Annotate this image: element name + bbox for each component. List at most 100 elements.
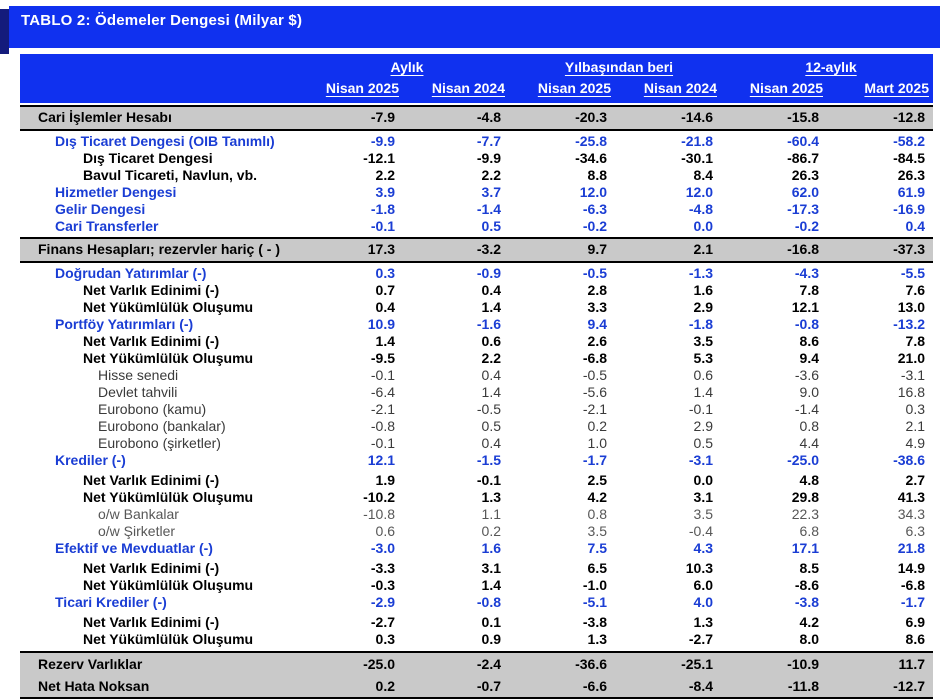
cell-value: 0.2 <box>375 678 395 694</box>
cell-value: 0.5 <box>481 418 501 434</box>
cell-value: 0.3 <box>375 631 395 647</box>
cell-value: 0.4 <box>481 367 501 383</box>
cell-value: 2.1 <box>693 241 713 257</box>
cell-value: 26.3 <box>791 167 819 183</box>
table-row: Finans Hesapları; rezervler hariç ( - ) 1… <box>20 237 933 263</box>
cell-value: 0.0 <box>693 218 713 234</box>
row-label: Eurobono (şirketler) <box>98 435 221 451</box>
cell-value: -3.1 <box>688 452 713 468</box>
cell-value: -2.9 <box>370 594 395 610</box>
cell-value: 1.9 <box>375 472 395 488</box>
cell-value: -10.9 <box>787 656 819 672</box>
cell-value: -1.7 <box>582 452 607 468</box>
cell-value: -0.1 <box>370 435 395 451</box>
cell-value: 9.4 <box>587 316 607 332</box>
cell-value: 1.3 <box>693 614 713 630</box>
cell-value: -25.8 <box>575 133 607 149</box>
cell-value: 8.0 <box>799 631 819 647</box>
table-row: Bavul Ticareti, Navlun, vb. 2.2 2.2 8.8 8.4 2… <box>20 167 933 184</box>
cell-value: 2.9 <box>693 418 713 434</box>
column-header-label: Nisan 2024 <box>431 80 505 96</box>
title-bar-shadow <box>0 9 9 54</box>
table-row: Eurobono (bankalar) -0.8 0.5 0.2 2.9 0.8 2.1 <box>20 418 933 435</box>
row-label: Efektif ve Mevduatlar (-) <box>55 540 213 556</box>
column-header: Nisan 2025 <box>301 78 407 99</box>
cell-value: -4.8 <box>476 109 501 125</box>
row-label: Net Yükümlülük Oluşumu <box>83 489 254 505</box>
cell-value: -8.4 <box>688 678 713 694</box>
cell-value: 6.8 <box>799 523 819 539</box>
cell-value: 7.6 <box>905 282 925 298</box>
table-row: Krediler (-) 12.1 -1.5 -1.7 -3.1 -25.0 -38.6 <box>20 452 933 469</box>
table-row: Cari İşlemler Hesabı -7.9 -4.8 -20.3 -14.6 -1… <box>20 105 933 131</box>
cell-value: 1.4 <box>481 577 501 593</box>
row-label: Rezerv Varlıklar <box>38 656 143 672</box>
table-row: Rezerv Varlıklar -25.0 -2.4 -36.6 -25.1 -10.9… <box>20 651 933 675</box>
cell-value: 8.4 <box>693 167 713 183</box>
cell-value: 12.1 <box>367 452 395 468</box>
cell-value: 4.2 <box>587 489 607 505</box>
column-header-row: Nisan 2025 Nisan 2024 Nisan 2025 Nisan 2024… <box>20 78 933 99</box>
column-group-label: 12-aylık <box>805 59 857 75</box>
cell-value: 10.3 <box>685 560 713 576</box>
cell-value: -3.0 <box>370 540 395 556</box>
cell-value: -0.1 <box>370 367 395 383</box>
cell-value: -11.8 <box>787 678 819 694</box>
cell-value: 3.5 <box>693 333 713 349</box>
column-header-label: Nisan 2025 <box>749 80 823 96</box>
cell-value: 7.8 <box>799 282 819 298</box>
cell-value: 34.3 <box>897 506 925 522</box>
cell-value: -9.9 <box>370 133 395 149</box>
column-group-row: Aylık Yılbaşından beri 12-aylık <box>20 57 933 78</box>
cell-value: -4.3 <box>794 265 819 281</box>
table-row: Doğrudan Yatırımlar (-) 0.3 -0.9 -0.5 -1.3 -4… <box>20 265 933 282</box>
cell-value: -58.2 <box>893 133 925 149</box>
cell-value: -1.4 <box>794 401 819 417</box>
cell-value: 7.8 <box>905 333 925 349</box>
cell-value: -1.4 <box>476 201 501 217</box>
cell-value: -8.6 <box>794 577 819 593</box>
cell-value: 4.2 <box>799 614 819 630</box>
cell-value: 3.5 <box>587 523 607 539</box>
cell-value: -5.6 <box>582 384 607 400</box>
cell-value: -0.4 <box>688 523 713 539</box>
cell-value: 8.5 <box>799 560 819 576</box>
row-label: Net Varlık Edinimi (-) <box>83 472 220 488</box>
cell-value: -0.1 <box>370 218 395 234</box>
cell-value: -12.1 <box>363 150 395 166</box>
cell-value: 0.6 <box>481 333 501 349</box>
cell-value: -30.1 <box>681 150 713 166</box>
row-label: Dış Ticaret Dengesi (OIB Tanımlı) <box>55 133 275 149</box>
cell-value: 8.6 <box>799 333 819 349</box>
row-label: Eurobono (kamu) <box>98 401 207 417</box>
label-column-spacer <box>20 57 301 78</box>
cell-value: 0.8 <box>799 418 819 434</box>
table-row: o/w Bankalar -10.8 1.1 0.8 3.5 22.3 34.3 <box>20 506 933 523</box>
cell-value: -1.5 <box>476 452 501 468</box>
cell-value: -0.2 <box>794 218 819 234</box>
cell-value: -12.8 <box>893 109 925 125</box>
cell-value: 9.7 <box>587 241 607 257</box>
cell-value: 6.0 <box>693 577 713 593</box>
cell-value: 0.2 <box>481 523 501 539</box>
cell-value: 21.8 <box>897 540 925 556</box>
cell-value: 0.9 <box>481 631 501 647</box>
cell-value: -86.7 <box>787 150 819 166</box>
row-label: Net Varlık Edinimi (-) <box>83 282 220 298</box>
cell-value: -0.2 <box>582 218 607 234</box>
cell-value: 3.1 <box>481 560 501 576</box>
cell-value: 0.6 <box>693 367 713 383</box>
cell-value: 3.1 <box>693 489 713 505</box>
cell-value: -20.3 <box>575 109 607 125</box>
cell-value: -25.1 <box>681 656 713 672</box>
table-row: Net Varlık Edinimi (-) 1.9 -0.1 2.5 0.0 4.8 2.… <box>20 472 933 489</box>
cell-value: 1.3 <box>481 489 501 505</box>
row-label: Net Yükümlülük Oluşumu <box>83 299 254 315</box>
cell-value: -3.3 <box>370 560 395 576</box>
column-header: Nisan 2024 <box>619 78 725 99</box>
cell-value: -1.0 <box>582 577 607 593</box>
column-header-label: Nisan 2024 <box>643 80 717 96</box>
cell-value: -6.4 <box>370 384 395 400</box>
column-header-label: Mart 2025 <box>864 80 929 96</box>
column-header: Nisan 2025 <box>513 78 619 99</box>
